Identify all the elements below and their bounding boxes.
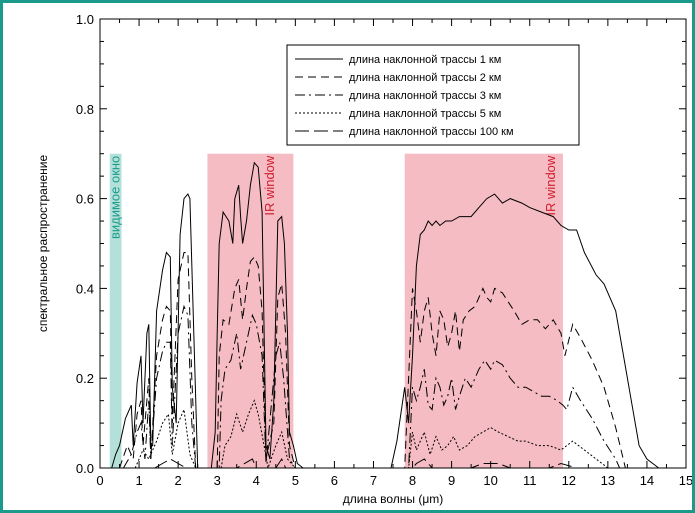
y-tick-label: 0.0 xyxy=(76,461,94,476)
legend-label-1: длина наклонной трассы 1 км xyxy=(349,54,501,66)
band-layer: видимое окно IR window IR window xyxy=(108,153,563,468)
x-tick-label: 4 xyxy=(253,473,260,488)
legend: длина наклонной трассы 1 км длина наклонн… xyxy=(286,44,580,146)
y-axis-label: спектральное распространение xyxy=(36,155,50,333)
x-tick-label: 0 xyxy=(96,473,103,488)
x-tick-label: 1 xyxy=(135,473,142,488)
legend-label-2: длина наклонной трассы 2 км xyxy=(349,72,501,84)
x-tick-label: 8 xyxy=(409,473,416,488)
band-1 xyxy=(207,153,294,468)
x-axis-label: длина волны (μm) xyxy=(343,492,443,506)
legend-label-5: длина наклонной трассы 100 км xyxy=(349,126,514,138)
series-layer xyxy=(111,161,660,470)
series-line-1 xyxy=(111,161,660,469)
y-tick-label: 0.8 xyxy=(76,102,94,117)
y-tick-label: 0.6 xyxy=(76,192,94,207)
series-line-3 xyxy=(122,304,621,469)
x-tick-label: 13 xyxy=(601,473,615,488)
x-tick-label: 10 xyxy=(483,473,497,488)
x-tick-label: 12 xyxy=(562,473,576,488)
y-tick-label: 1.0 xyxy=(76,12,94,27)
x-tick-label: 5 xyxy=(292,473,299,488)
legend-label-4: длина наклонной трассы 5 км xyxy=(349,108,501,120)
x-tick-label: 2 xyxy=(175,473,182,488)
legend-label-3: длина наклонной трассы 3 км xyxy=(349,90,501,102)
band-0 xyxy=(109,153,122,468)
tick-layer: 0 1 2 3 4 5 6 7 8 9 10 11 12 13 14 150.00.20.40.60.81.0 xyxy=(76,12,692,488)
band-label-0: видимое окно xyxy=(108,156,123,239)
band-2 xyxy=(404,153,563,468)
x-tick-label: 9 xyxy=(448,473,455,488)
x-tick-label: 3 xyxy=(214,473,221,488)
x-tick-label: 11 xyxy=(523,473,537,488)
y-tick-label: 0.2 xyxy=(76,371,94,386)
x-tick-label: 14 xyxy=(640,473,654,488)
band-label-1: IR window xyxy=(262,155,277,216)
band-label-2: IR window xyxy=(543,155,558,216)
x-tick-label: 15 xyxy=(679,473,692,488)
x-tick-label: 7 xyxy=(370,473,377,488)
y-tick-label: 0.4 xyxy=(76,281,94,296)
x-tick-label: 6 xyxy=(331,473,338,488)
